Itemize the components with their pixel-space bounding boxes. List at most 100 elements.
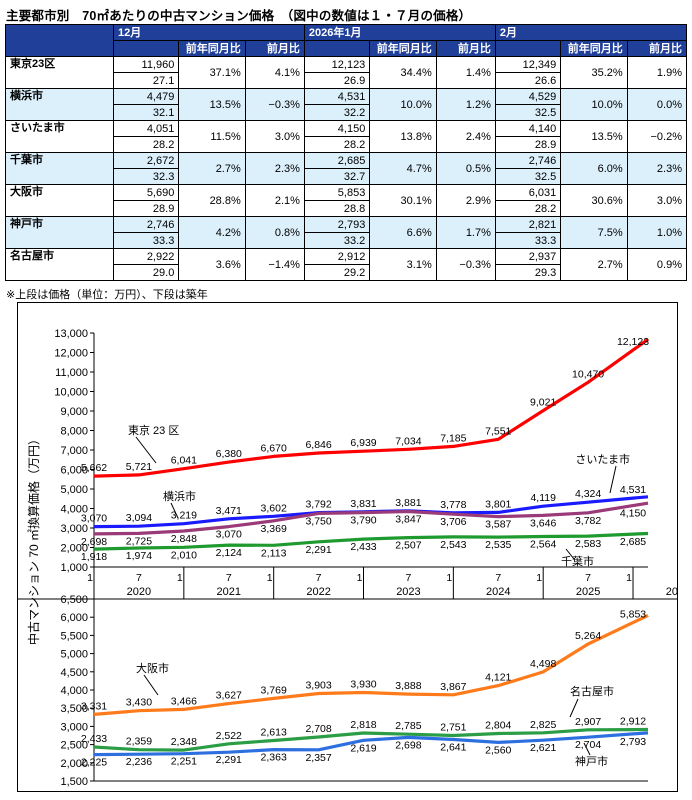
age-cell: 29.2 bbox=[303, 264, 371, 281]
x-tick-label: 7 bbox=[406, 572, 412, 584]
data-label: 2,848 bbox=[171, 533, 197, 545]
data-label: 3,706 bbox=[440, 516, 466, 528]
data-label: 2,751 bbox=[440, 721, 466, 733]
year-label: 2020 bbox=[127, 586, 151, 598]
price-cell: 2,746 bbox=[112, 216, 180, 233]
age-cell: 33.3 bbox=[112, 232, 180, 249]
data-label: 3,094 bbox=[126, 512, 152, 524]
data-label: 2,704 bbox=[575, 739, 601, 751]
series-line-2 bbox=[93, 731, 649, 757]
y-tick-label: 1,500 bbox=[60, 776, 88, 788]
data-label: 3,070 bbox=[81, 513, 107, 525]
mom-cell: 1.4% bbox=[435, 56, 496, 89]
data-label: 3,587 bbox=[485, 519, 511, 531]
age-cell: 32.2 bbox=[303, 104, 371, 121]
price-cell: 5,690 bbox=[112, 184, 180, 201]
data-label: 3,369 bbox=[261, 523, 287, 535]
age-cell: 32.7 bbox=[303, 168, 371, 185]
price-cell: 2,821 bbox=[494, 216, 562, 233]
data-label: 4,531 bbox=[620, 484, 646, 496]
series-name-leader bbox=[569, 698, 579, 718]
data-label: 3,750 bbox=[305, 515, 331, 527]
data-label: 2,291 bbox=[216, 754, 242, 766]
mom-cell: −0.3% bbox=[244, 88, 305, 121]
data-label: 3,792 bbox=[305, 499, 331, 511]
city-name: 東京23区 bbox=[5, 56, 114, 89]
chart-area: 13,000 12,000 11,000 10,000 9,000 8,000 7,000 6… bbox=[17, 302, 678, 792]
data-label: 2,912 bbox=[620, 716, 646, 728]
page-title: 主要都市別 70㎡あたりの中古マンション価格 （図中の数値は１・７月の価格） bbox=[6, 9, 472, 23]
x-tick-label: 1 bbox=[267, 572, 273, 584]
series-line-3 bbox=[93, 531, 649, 551]
y-tick-label: 1,000 bbox=[60, 562, 88, 574]
city-name: 横浜市 bbox=[5, 88, 114, 121]
data-label: 1,918 bbox=[81, 551, 107, 563]
yoy-cell: 30.1% bbox=[369, 184, 437, 217]
data-label: 4,324 bbox=[575, 488, 601, 500]
x-tick-label: 7 bbox=[495, 572, 501, 584]
age-cell: 32.3 bbox=[112, 168, 180, 185]
data-label: 2,793 bbox=[620, 736, 646, 748]
data-label: 3,471 bbox=[216, 505, 242, 517]
city-name: 神戸市 bbox=[5, 216, 114, 249]
mom-cell: 0.5% bbox=[435, 152, 496, 185]
y-tick-label: 2,500 bbox=[60, 740, 88, 752]
price-cell: 2,672 bbox=[112, 152, 180, 169]
year-label: 2024 bbox=[486, 586, 510, 598]
series-name-label: さいたま市 bbox=[575, 452, 630, 466]
age-cell: 33.2 bbox=[303, 232, 371, 249]
age-cell: 29.3 bbox=[494, 264, 562, 281]
x-tick-label: 1 bbox=[536, 572, 542, 584]
data-label: 2,363 bbox=[261, 752, 287, 764]
series-name-leader bbox=[170, 502, 179, 519]
price-table: 12月 2026年1月 2月 前年同月比 前月比 前年同月比 前月比 前年同月比 前月比 東京23… bbox=[5, 24, 688, 281]
city-name: さいたま市 bbox=[5, 120, 114, 153]
data-label: 3,602 bbox=[261, 502, 287, 514]
year-label: 2025 bbox=[576, 586, 600, 598]
x-tick-label: 7 bbox=[136, 572, 142, 584]
yoy-cell: 4.7% bbox=[369, 152, 437, 185]
series-name-leader bbox=[143, 674, 159, 696]
price-cell: 6,031 bbox=[494, 184, 562, 201]
data-label: 1,974 bbox=[126, 550, 152, 562]
yoy-cell: 37.1% bbox=[178, 56, 246, 89]
data-label: 2,725 bbox=[126, 535, 152, 547]
data-label: 5,662 bbox=[81, 462, 107, 474]
data-label: 2,251 bbox=[171, 756, 197, 768]
mom-cell: 1.9% bbox=[626, 56, 688, 89]
mom-cell: −0.2% bbox=[626, 120, 688, 153]
series-name-label: 横浜市 bbox=[163, 489, 196, 503]
age-cell: 27.1 bbox=[112, 72, 180, 89]
data-label: 7,034 bbox=[395, 435, 421, 447]
age-cell: 32.1 bbox=[112, 104, 180, 121]
y-tick-label: 4,500 bbox=[60, 667, 88, 679]
data-label: 2,225 bbox=[81, 757, 107, 769]
y-tick-label: 3,500 bbox=[60, 703, 88, 715]
y-tick-label: 10,000 bbox=[54, 387, 88, 399]
header-corner bbox=[5, 24, 114, 57]
data-label: 2,685 bbox=[620, 536, 646, 548]
yoy-cell: 2.7% bbox=[178, 152, 246, 185]
table-note: ※上段は価格（単位：万円）、下段は築年 bbox=[6, 289, 208, 301]
data-label: 2,010 bbox=[171, 549, 197, 561]
price-cell: 4,150 bbox=[303, 120, 371, 137]
series-name-label: 名古屋市 bbox=[570, 684, 614, 698]
year-label: 2021 bbox=[217, 586, 241, 598]
mom-cell: 0.8% bbox=[244, 216, 305, 249]
data-label: 2,583 bbox=[575, 538, 601, 550]
data-label: 4,121 bbox=[485, 672, 511, 684]
data-label: 2,113 bbox=[261, 547, 287, 559]
series-name-label: 東京 23 区 bbox=[128, 423, 179, 437]
age-cell: 28.2 bbox=[303, 136, 371, 153]
y-tick-label: 6,000 bbox=[60, 612, 88, 624]
series-line-2 bbox=[93, 501, 649, 536]
data-label: 2,522 bbox=[216, 730, 242, 742]
data-label: 9,021 bbox=[530, 397, 556, 409]
yoy-cell: 10.0% bbox=[560, 88, 628, 121]
yoy-cell: 13.8% bbox=[369, 120, 437, 153]
price-cell: 2,685 bbox=[303, 152, 371, 169]
data-label: 3,778 bbox=[440, 499, 466, 511]
header-month-0: 12月 bbox=[112, 24, 305, 41]
header-yoy-0: 前年同月比 bbox=[178, 40, 246, 57]
yoy-cell: 13.5% bbox=[178, 88, 246, 121]
